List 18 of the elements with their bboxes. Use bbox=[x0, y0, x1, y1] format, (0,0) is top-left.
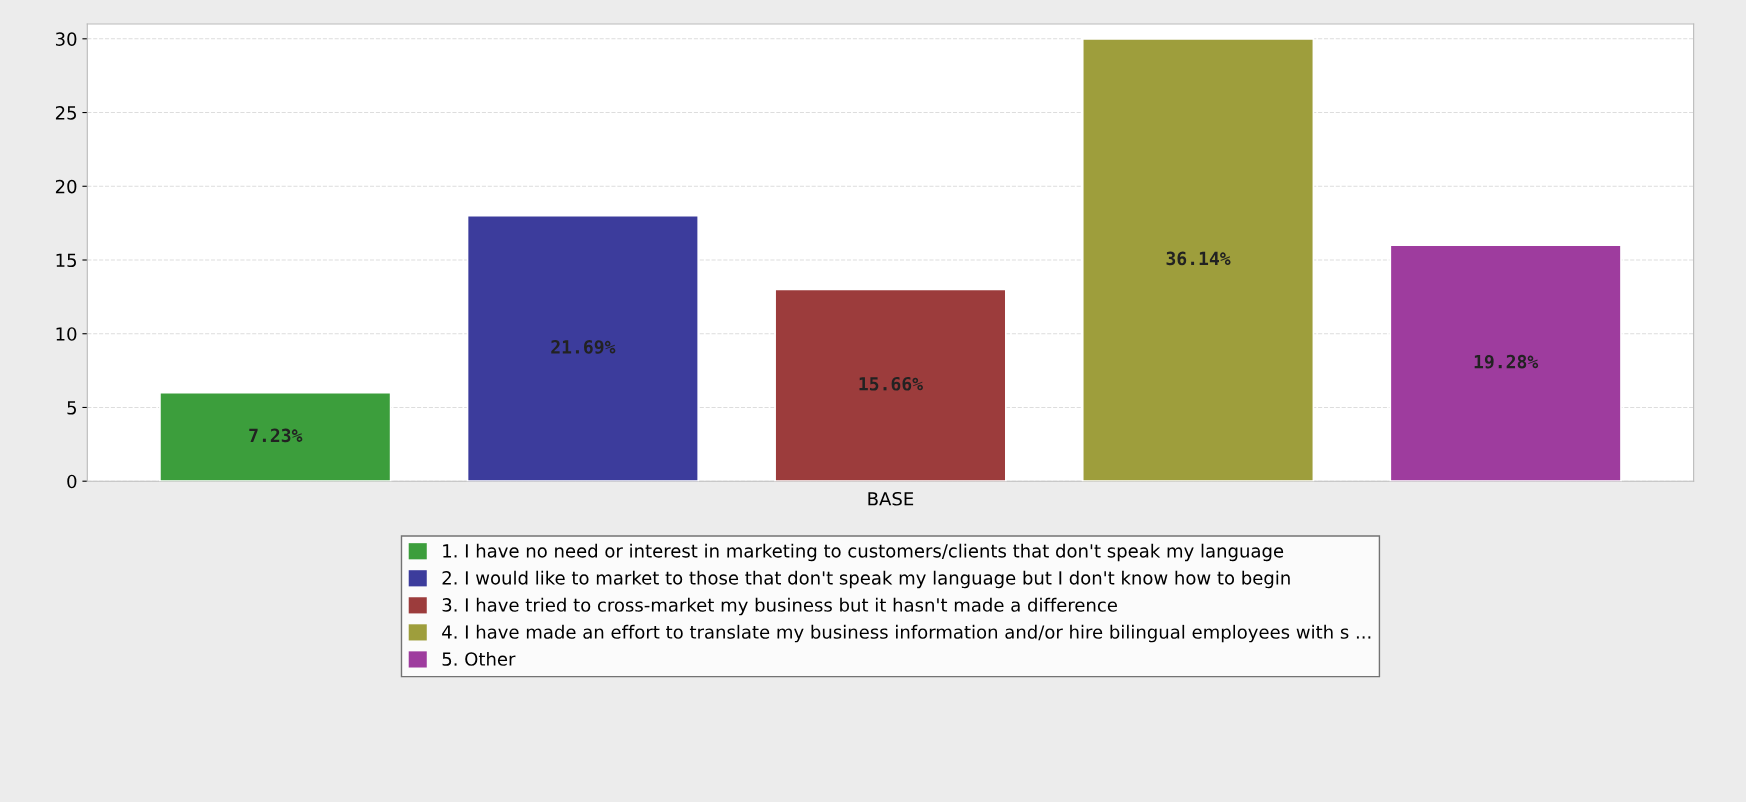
annotation: 15.66% bbox=[859, 376, 923, 391]
y-tick-label: 15 bbox=[56, 253, 76, 268]
annotation: 7.23% bbox=[249, 428, 303, 443]
annotation: 21.69% bbox=[551, 340, 616, 354]
legend-label: 2. I would like to market to those that don't speak my language but I don't know how to begin bbox=[442, 570, 1290, 589]
y-tick-label: 25 bbox=[55, 106, 76, 120]
legend-label: 4. I have made an effort to translate my business information and/or hire bilingual employees with s ... bbox=[442, 624, 1371, 643]
y-tick-label: 5 bbox=[67, 401, 76, 415]
y-tick-label: 20 bbox=[55, 179, 77, 194]
legend-label: 1. I have no need or interest in marketing to customers/clients that don't speak my language bbox=[443, 543, 1284, 562]
annotation: 19.28% bbox=[1474, 354, 1539, 369]
x-axis-title: BASE bbox=[868, 491, 914, 506]
y-tick-label: 0 bbox=[67, 474, 77, 489]
y-tick-label: 30 bbox=[55, 32, 77, 46]
legend-label: 5. Other bbox=[442, 651, 516, 666]
y-tick-label: 10 bbox=[56, 327, 77, 341]
annotation: 36.14% bbox=[1166, 251, 1231, 266]
legend-label: 3. I have tried to cross-market my business but it hasn't made a difference bbox=[442, 597, 1117, 616]
